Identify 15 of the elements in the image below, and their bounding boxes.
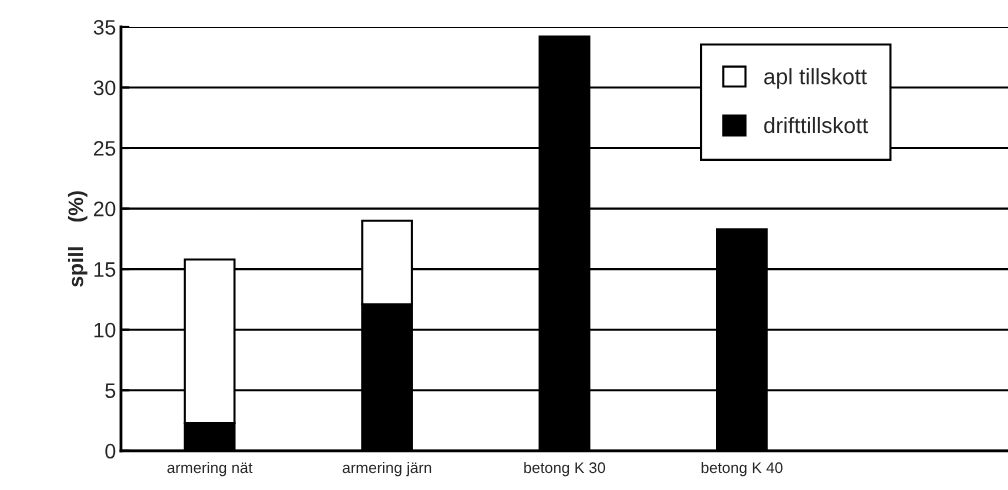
- legend-label: apl tillskott: [764, 68, 867, 89]
- y-tick-label: 25: [93, 141, 116, 156]
- y-tick-label: 35: [93, 19, 116, 35]
- y-tick-label: 15: [94, 262, 116, 277]
- legend-label: drifttillskott: [764, 116, 869, 134]
- y-tick-label: 20: [93, 201, 116, 217]
- x-tick-label: betong K 30: [524, 461, 606, 477]
- y-tick-label: 0: [105, 443, 116, 459]
- y-axis-title: spill (%): [67, 191, 88, 287]
- x-tick-label: betong K 40: [701, 461, 783, 477]
- x-tick-label: armering nät: [167, 461, 253, 477]
- y-tick-label: 30: [93, 80, 116, 96]
- y-tick-label: 5: [105, 383, 116, 398]
- x-tick-label: armering järn: [342, 461, 432, 477]
- y-tick-label: 10: [94, 322, 116, 338]
